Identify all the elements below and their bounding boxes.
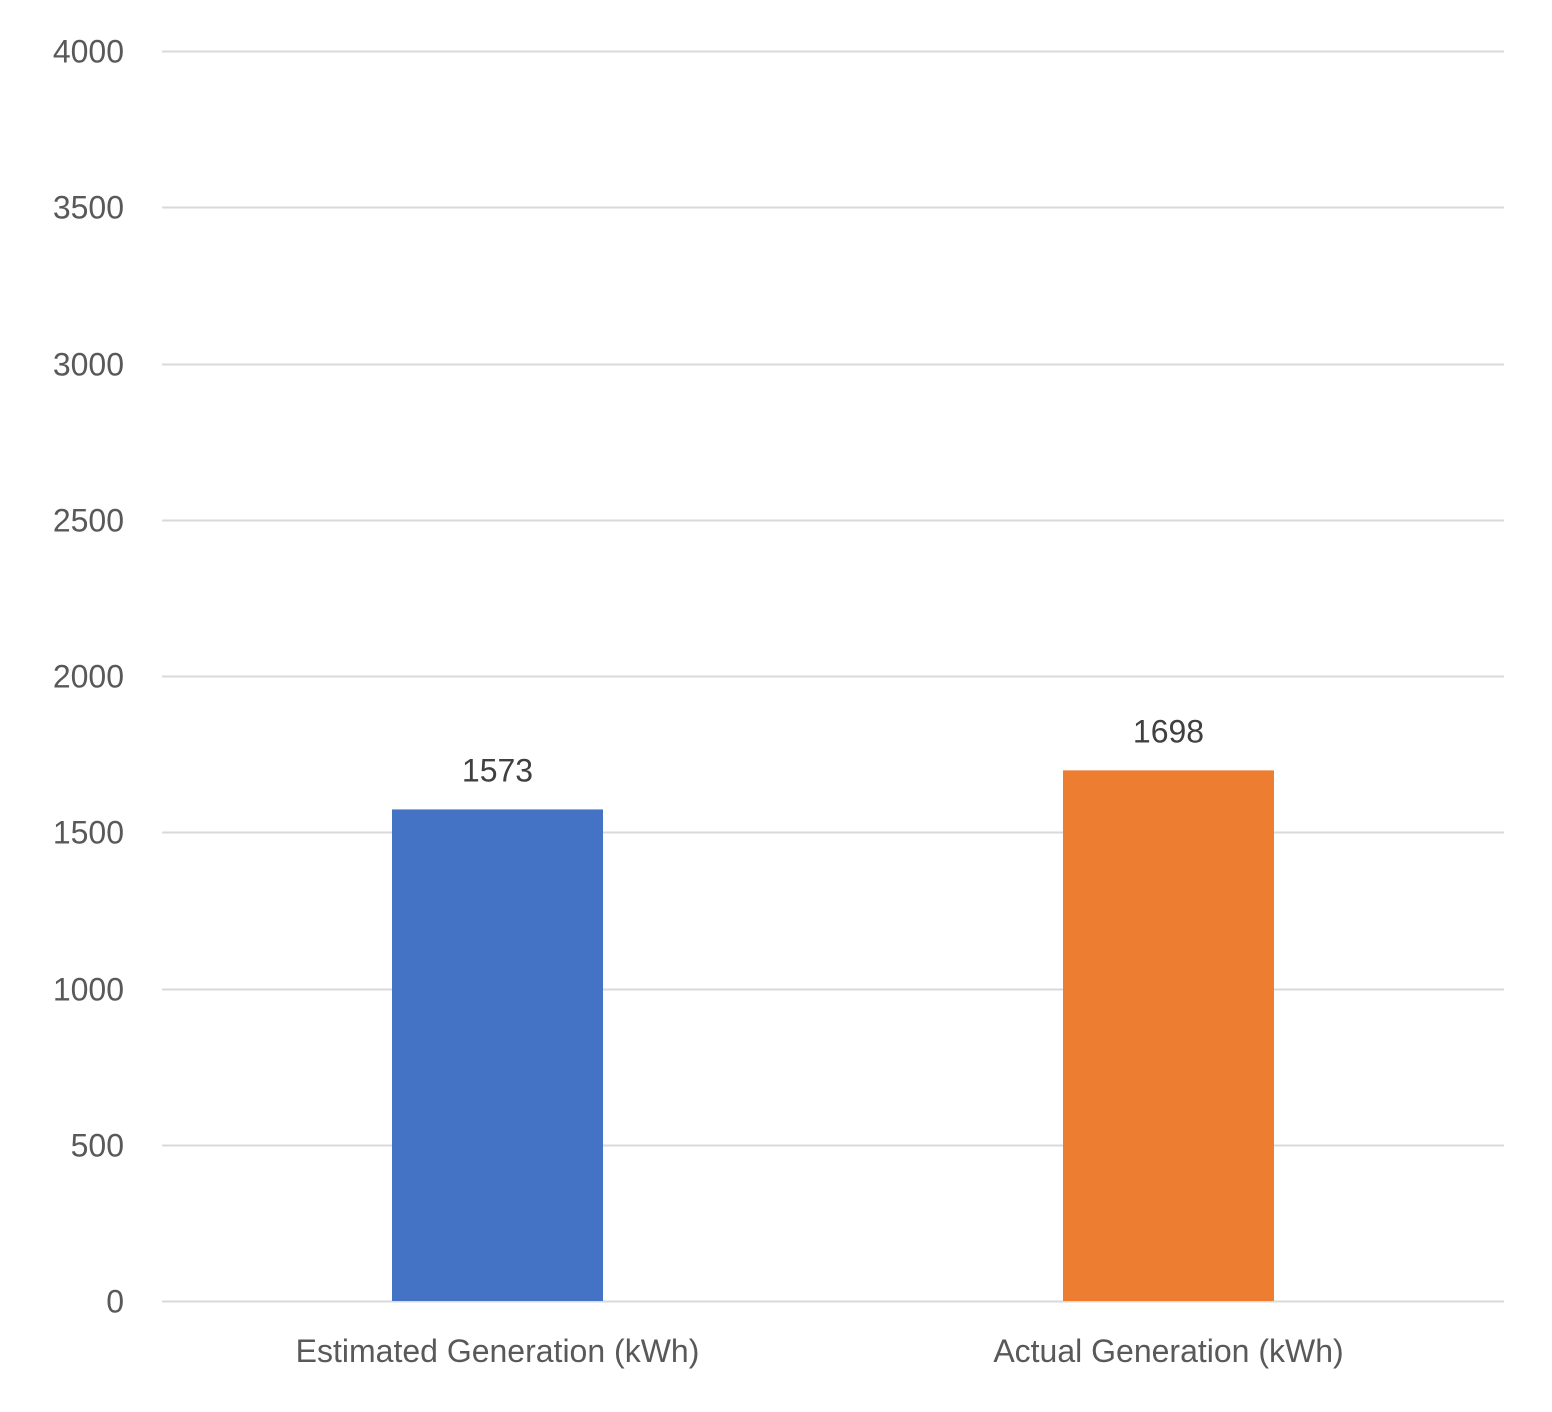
y-tick-label: 500	[71, 1128, 124, 1164]
y-tick-label: 4000	[53, 34, 124, 70]
y-tick-label: 2000	[53, 659, 124, 695]
y-tick-label: 1500	[53, 815, 124, 851]
y-tick-label: 1000	[53, 972, 124, 1008]
gridlines	[162, 50, 1504, 1303]
data-labels: 1573 1698	[462, 713, 1204, 788]
bar-actual-generation	[1063, 770, 1274, 1301]
x-axis-category-labels: Estimated Generation (kWh) Actual Generat…	[296, 1333, 1344, 1369]
bar-estimated-generation	[392, 809, 603, 1301]
y-tick-label: 2500	[53, 503, 124, 539]
y-tick-label: 3500	[53, 190, 124, 226]
x-category-label: Actual Generation (kWh)	[993, 1333, 1343, 1369]
data-label: 1698	[1133, 713, 1204, 749]
y-tick-label: 0	[106, 1284, 124, 1320]
bars	[392, 770, 1274, 1301]
y-tick-label: 3000	[53, 347, 124, 383]
x-category-label: Estimated Generation (kWh)	[296, 1333, 700, 1369]
y-axis-tick-labels: 0 500 1000 1500 2000 2500 3000 3500 4000	[53, 34, 124, 1320]
data-label: 1573	[462, 752, 533, 788]
